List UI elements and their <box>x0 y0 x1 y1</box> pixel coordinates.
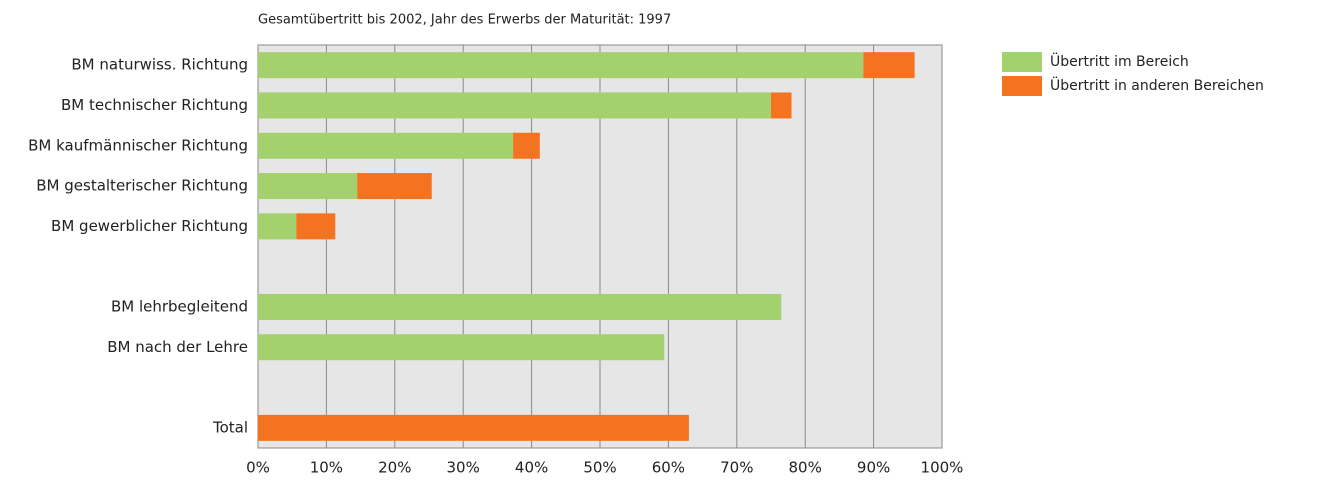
x-tick-label: 90% <box>857 459 890 477</box>
bar-segment <box>513 132 540 159</box>
y-tick-label: BM gestalterischer Richtung <box>36 177 248 195</box>
x-tick-label: 20% <box>378 459 411 477</box>
legend-swatch <box>1002 52 1042 72</box>
y-tick-label: BM gewerblicher Richtung <box>51 217 248 235</box>
x-tick-label: 80% <box>789 459 822 477</box>
legend-label: Übertritt im Bereich <box>1050 52 1189 70</box>
bar-segment <box>258 52 864 79</box>
y-tick-label: BM lehrbegleitend <box>111 297 248 315</box>
bar-segment <box>258 293 782 320</box>
bar-segment <box>296 213 336 240</box>
y-tick-label: BM technischer Richtung <box>61 96 248 114</box>
chart-title: Gesamtübertritt bis 2002, Jahr des Erwer… <box>258 13 671 28</box>
bar-segment <box>863 52 915 79</box>
legend-label: Übertritt in anderen Bereichen <box>1050 76 1264 94</box>
bar-segment <box>258 213 297 240</box>
x-tick-label: 50% <box>583 459 616 477</box>
bar-segment <box>258 334 665 361</box>
bar-segment <box>258 414 689 441</box>
y-tick-label: BM kaufmännischer Richtung <box>28 136 248 154</box>
x-tick-label: 70% <box>720 459 753 477</box>
x-tick-label: 0% <box>246 459 270 477</box>
legend-swatch <box>1002 76 1042 96</box>
bar-segment <box>258 173 358 200</box>
bar-segment <box>771 92 792 119</box>
x-tick-label: 100% <box>921 459 964 477</box>
x-tick-label: 30% <box>447 459 480 477</box>
y-tick-label: Total <box>212 418 248 436</box>
y-tick-label: BM naturwiss. Richtung <box>71 56 248 74</box>
bar-segment <box>357 173 432 200</box>
bar-segment <box>258 132 514 159</box>
x-tick-label: 60% <box>652 459 685 477</box>
x-tick-label: 10% <box>310 459 343 477</box>
bar-segment <box>258 92 771 119</box>
x-tick-label: 40% <box>515 459 548 477</box>
y-tick-label: BM nach der Lehre <box>107 338 248 356</box>
